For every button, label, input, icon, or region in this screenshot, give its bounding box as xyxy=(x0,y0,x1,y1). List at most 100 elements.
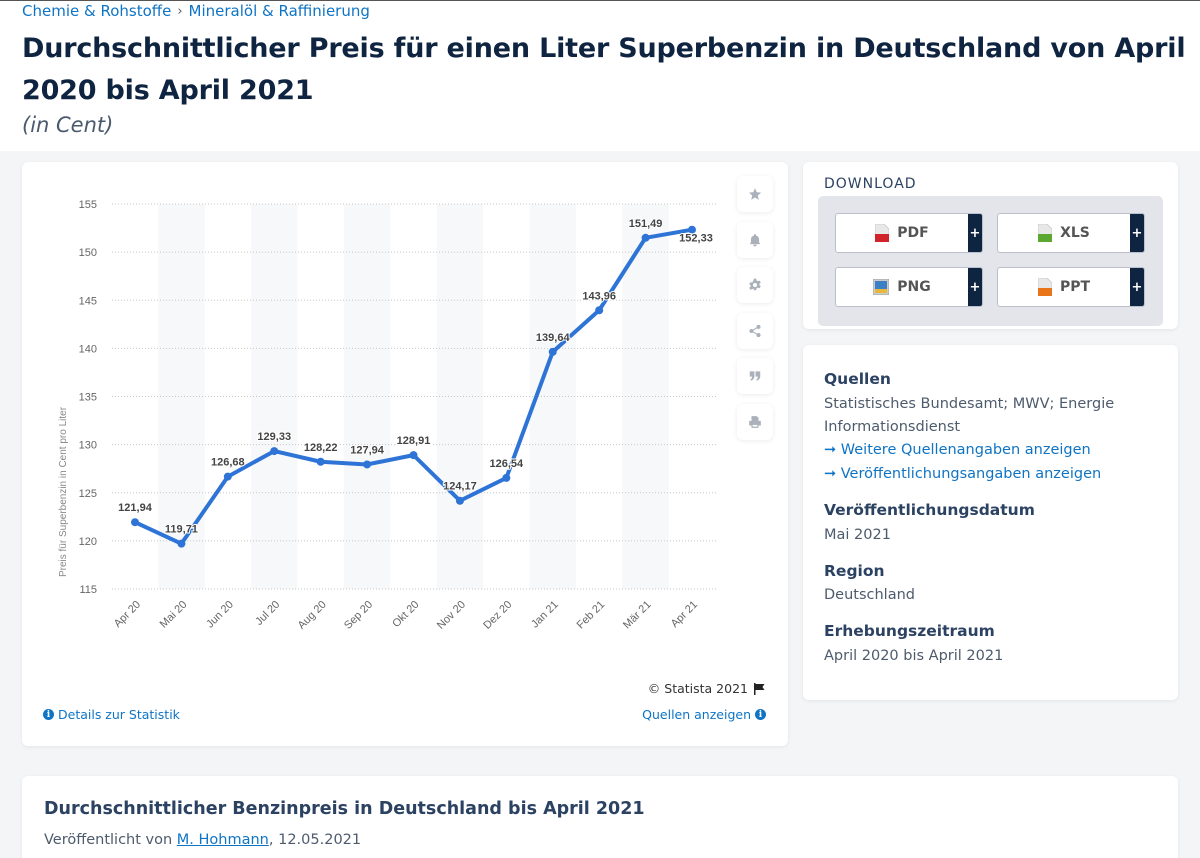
ppt-file-icon xyxy=(1037,278,1052,296)
sources-link-text: Quellen anzeigen xyxy=(642,707,751,722)
more-sources-link-text: Weitere Quellenangaben anzeigen xyxy=(840,442,1091,458)
details-link[interactable]: i Details zur Statistik xyxy=(43,707,180,722)
download-title: DOWNLOAD xyxy=(824,176,917,192)
xls-file-icon xyxy=(1038,224,1053,242)
breadcrumb-item-chemie[interactable]: Chemie & Rohstoffe xyxy=(22,2,172,20)
share-icon xyxy=(749,324,761,337)
sources-value-line2: Informationsdienst xyxy=(824,419,961,435)
breadcrumb: Chemie & Rohstoffe › Mineralöl & Raffini… xyxy=(22,2,370,20)
y-tick-label: 145 xyxy=(79,295,97,307)
download-xls-options-button[interactable]: + xyxy=(1130,214,1144,252)
download-ppt-options-button[interactable]: + xyxy=(1130,268,1144,306)
download-pdf-button[interactable]: PDF + xyxy=(835,213,983,253)
star-icon xyxy=(748,188,762,200)
print-button[interactable] xyxy=(737,403,773,440)
publication-date: , 12.05.2021 xyxy=(268,832,362,848)
png-image-icon xyxy=(873,279,890,295)
x-tick-label: Apr 20 xyxy=(112,599,143,630)
download-pdf-options-button[interactable]: + xyxy=(968,214,982,252)
data-point xyxy=(502,473,511,482)
gear-icon xyxy=(749,278,761,291)
data-label: 139,64 xyxy=(536,332,571,344)
pdf-file-icon xyxy=(875,224,890,242)
info-icon: i xyxy=(755,709,766,720)
data-point xyxy=(455,496,464,505)
data-point xyxy=(131,518,139,527)
statistic-info-card: Quellen Statistisches Bundesamt; MWV; En… xyxy=(803,345,1178,700)
data-label: 151,49 xyxy=(629,218,663,230)
share-button[interactable] xyxy=(737,312,773,349)
download-png-label: PNG xyxy=(897,279,931,295)
y-axis-label: Preis für Superbenzin in Cent pro Liter xyxy=(58,406,69,577)
download-png-options-button[interactable]: + xyxy=(968,268,982,306)
download-ppt-button[interactable]: PPT + xyxy=(997,267,1145,307)
data-label: 128,91 xyxy=(397,435,431,447)
breadcrumb-item-mineraloel[interactable]: Mineralöl & Raffinierung xyxy=(188,2,370,20)
x-tick-label: Nov 20 xyxy=(435,599,468,632)
release-date-heading: Veröffentlichungsdatum xyxy=(824,501,1035,519)
x-tick-label: Apr 21 xyxy=(669,599,700,630)
data-label: 152,33 xyxy=(679,233,713,245)
flag-icon[interactable] xyxy=(754,682,766,695)
arrow-right-icon: ➞ xyxy=(824,442,837,458)
publication-info-link-text: Veröffentlichungsangaben anzeigen xyxy=(840,466,1102,482)
y-axis-ticks: 115 120 125 130 135 140 145 150 155 xyxy=(79,199,97,596)
publication-title: Durchschnittlicher Benzinpreis in Deutsc… xyxy=(44,799,645,819)
data-points xyxy=(131,225,696,548)
bell-icon xyxy=(749,233,761,246)
chart-card: 115 120 125 130 135 140 145 150 155 Apr 20 Mai 20… xyxy=(22,162,788,746)
x-tick-label: Jan 21 xyxy=(529,599,561,631)
download-panel: PDF + XLS + PNG + xyxy=(818,196,1163,326)
favorite-button[interactable] xyxy=(737,176,773,212)
region-value: Deutschland xyxy=(824,587,915,603)
x-axis-ticks: Apr 20 Mai 20 Jun 20 Jul 20 Aug 20 Sep 20 Okt … xyxy=(112,599,700,632)
download-card: DOWNLOAD PDF + XLS + xyxy=(803,162,1178,329)
data-point xyxy=(316,457,325,466)
download-xls-button[interactable]: XLS + xyxy=(997,213,1145,253)
more-sources-link[interactable]: ➞ Weitere Quellenangaben anzeigen xyxy=(824,442,1091,458)
y-tick-label: 140 xyxy=(79,343,97,355)
chart-toolbar xyxy=(737,176,773,449)
column-band xyxy=(436,204,484,589)
x-tick-label: Jul 20 xyxy=(253,599,282,628)
publication-info-link[interactable]: ➞ Veröffentlichungsangaben anzeigen xyxy=(824,466,1101,482)
data-label: 119,71 xyxy=(165,524,198,536)
sources-value-line1: Statistisches Bundesamt; MWV; Energie xyxy=(824,396,1115,412)
author-link[interactable]: M. Hohmann xyxy=(176,832,269,848)
y-tick-label: 155 xyxy=(79,199,97,211)
settings-button[interactable] xyxy=(737,267,773,303)
download-pdf-label: PDF xyxy=(897,225,929,241)
release-date-value: Mai 2021 xyxy=(824,527,891,543)
quote-icon xyxy=(749,371,761,381)
page-title: Durchschnittlicher Preis für einen Liter… xyxy=(22,33,1186,106)
data-label: 126,54 xyxy=(490,458,525,470)
data-label: 129,33 xyxy=(257,431,291,443)
series-line xyxy=(133,227,694,546)
info-icon: i xyxy=(43,709,54,720)
x-tick-label: Aug 20 xyxy=(296,599,329,632)
x-tick-label: Mär 21 xyxy=(621,599,654,632)
sources-link[interactable]: Quellen anzeigen i xyxy=(642,707,766,722)
data-label: 127,94 xyxy=(350,444,385,456)
data-point xyxy=(223,472,232,481)
data-label: 126,68 xyxy=(211,457,245,469)
publication-card: Durchschnittlicher Benzinpreis in Deutsc… xyxy=(22,776,1178,858)
statista-copyright: © Statista 2021 xyxy=(648,681,766,696)
download-png-button[interactable]: PNG + xyxy=(835,267,983,307)
data-point xyxy=(270,447,279,456)
top-border xyxy=(0,0,1200,1)
data-point xyxy=(409,451,418,460)
survey-period-heading: Erhebungszeitraum xyxy=(824,622,995,640)
sources-heading: Quellen xyxy=(824,370,891,388)
cite-button[interactable] xyxy=(737,358,773,394)
data-point xyxy=(363,460,372,469)
x-tick-label: Mai 20 xyxy=(158,599,190,631)
header xyxy=(0,1,1200,151)
data-point xyxy=(595,306,604,315)
x-tick-label: Jun 20 xyxy=(204,599,236,631)
data-labels: 121,94 119,71 126,68 129,33 128,22 127,94 128,… xyxy=(117,217,714,537)
notification-button[interactable] xyxy=(737,221,773,258)
x-tick-label: Okt 20 xyxy=(390,599,421,630)
details-link-text: Details zur Statistik xyxy=(58,707,180,722)
y-tick-label: 135 xyxy=(79,392,97,404)
